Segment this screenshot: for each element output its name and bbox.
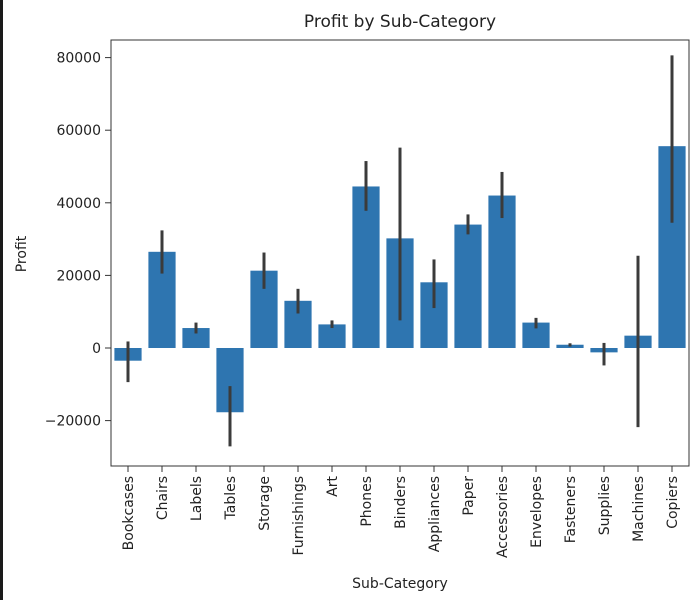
x-tick-label: Storage (257, 476, 273, 531)
y-tick-label: 80000 (56, 51, 101, 67)
x-tick-label: Fasteners (563, 476, 579, 543)
x-tick-label: Copiers (665, 476, 681, 529)
x-tick-label: Art (325, 475, 341, 496)
y-axis-label: Profit (14, 235, 30, 272)
bar (454, 224, 482, 348)
x-axis-label: Sub-Category (352, 576, 448, 592)
x-tick-label: Binders (393, 476, 409, 529)
y-tick-label: 40000 (56, 196, 101, 212)
y-tick-label: 20000 (56, 268, 101, 284)
x-tick-label: Appliances (427, 476, 443, 552)
y-tick-label: 0 (92, 341, 101, 357)
x-tick-label: Furnishings (291, 476, 307, 556)
x-tick-label: Paper (461, 476, 477, 516)
bar (318, 324, 346, 348)
y-tick-label: −20000 (45, 414, 101, 430)
y-tick-label: 60000 (56, 123, 101, 139)
x-tick-label: Accessories (495, 476, 511, 558)
bar (182, 328, 210, 348)
bar (488, 195, 516, 348)
x-tick-label: Chairs (155, 476, 171, 520)
x-tick-label: Phones (359, 476, 375, 527)
x-tick-label: Tables (223, 476, 239, 521)
x-tick-label: Supplies (597, 476, 613, 535)
bar (352, 186, 380, 348)
x-tick-label: Labels (189, 476, 205, 521)
x-tick-label: Bookcases (121, 476, 137, 550)
x-tick-label: Envelopes (529, 476, 545, 548)
plot-area: −20000 0 20000 40000 60000 80000 Bookcases Chai… (45, 39, 690, 558)
chart-title: Profit by Sub-Category (304, 12, 496, 32)
x-tick-label: Machines (631, 476, 647, 542)
window-edge (0, 0, 3, 600)
